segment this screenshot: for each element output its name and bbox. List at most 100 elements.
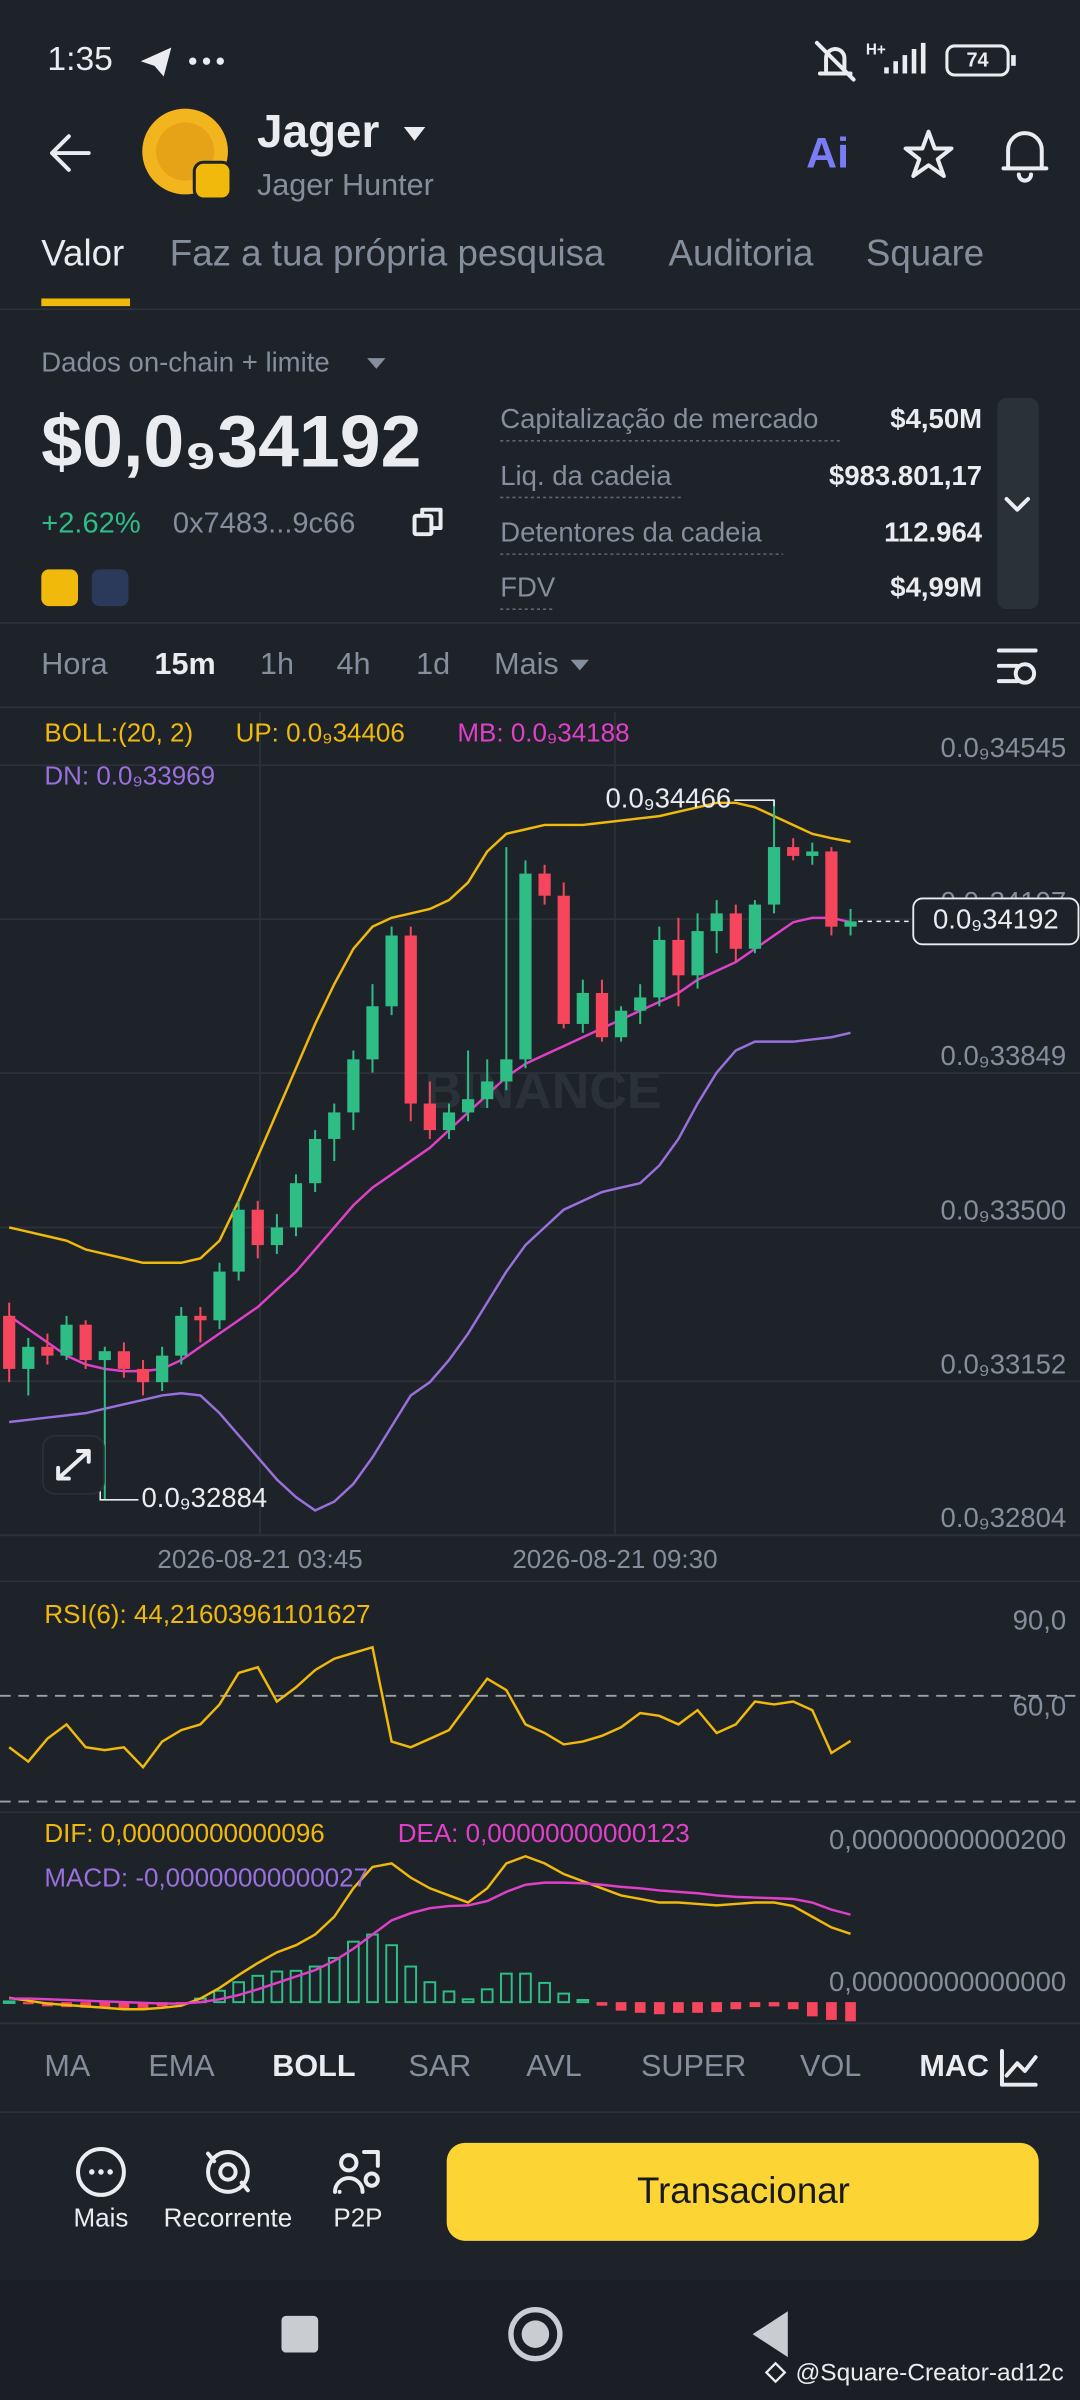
y-tick-label: 0,00000000000200	[829, 1824, 1066, 1855]
candle-body	[385, 935, 398, 1007]
macd-bar	[576, 1998, 590, 2004]
high-marker-line	[734, 799, 775, 807]
y-tick-label: 0.0₉34545	[941, 732, 1067, 763]
indicator-settings[interactable]	[999, 2049, 1038, 2087]
trade-button[interactable]	[446, 2142, 1039, 2241]
recurring-action[interactable]: Recorrente	[164, 2150, 293, 2232]
timeframe[interactable]: Hora	[41, 647, 108, 681]
action-label: P2P	[333, 2202, 382, 2232]
nav-recents[interactable]	[281, 2315, 319, 2353]
more-dropdown[interactable]	[570, 659, 589, 671]
token-dropdown[interactable]	[403, 127, 426, 141]
indicator-tab[interactable]: EMA	[148, 2049, 215, 2083]
mute-icon	[814, 40, 856, 82]
tab[interactable]: Faz a tua própria pesquisa	[170, 232, 605, 273]
action-label: Mais	[74, 2202, 129, 2232]
meme-badge	[91, 569, 129, 607]
timeframe[interactable]: Mais	[494, 647, 559, 681]
rsi-chart: 90,0 60,0	[0, 1605, 1080, 1803]
more-action[interactable]: Mais	[74, 2146, 129, 2232]
candle-body	[41, 1346, 54, 1356]
bnb-badge	[41, 569, 79, 607]
more-dots	[189, 57, 224, 65]
signal-icon	[884, 42, 926, 74]
candle-body	[595, 993, 609, 1038]
indicator-tab[interactable]: VOL	[800, 2049, 861, 2083]
y-tick-label: 0.0₉33152	[941, 1348, 1067, 1379]
timeframe[interactable]: 1h	[260, 647, 294, 681]
tab[interactable]: Square	[866, 232, 984, 273]
chart-watermark: BINANCE	[425, 1062, 662, 1120]
timeframe[interactable]: 1d	[416, 647, 450, 681]
copy-button[interactable]	[412, 507, 443, 537]
candle-body	[481, 1081, 494, 1100]
p2p-action[interactable]: P2P	[333, 2150, 383, 2232]
tab[interactable]: Auditoria	[668, 232, 813, 273]
candle-body	[213, 1271, 226, 1321]
timeframe[interactable]: 4h	[337, 647, 371, 681]
timeframe[interactable]: 15m	[155, 647, 216, 681]
expand-stats[interactable]	[997, 397, 1039, 610]
macd-bar	[442, 1990, 456, 2004]
macd-line	[8, 1854, 851, 2011]
macd-bar	[327, 1957, 341, 2004]
stat-value: $983.801,17	[829, 460, 982, 491]
chart-settings[interactable]	[996, 648, 1038, 685]
macd-bar	[692, 2002, 703, 2013]
candle-body	[748, 904, 762, 949]
candle-body	[60, 1324, 73, 1356]
macd-bar	[347, 1940, 360, 2004]
favorite-button[interactable]	[903, 129, 954, 179]
indicator-tab[interactable]: BOLL	[272, 2049, 355, 2083]
alert-button[interactable]	[1001, 131, 1049, 183]
stat-label: Liq. da cadeia	[500, 460, 672, 491]
source-dropdown[interactable]	[367, 358, 386, 369]
stat-value: 112.964	[884, 516, 983, 547]
tab[interactable]: Valor	[41, 232, 124, 273]
candle-body	[3, 1315, 16, 1369]
nav-home[interactable]	[508, 2307, 563, 2362]
token-name[interactable]: Jager	[257, 105, 380, 157]
macd-bar	[385, 1944, 398, 2004]
macd-bar	[711, 2002, 723, 2013]
macd-bar	[270, 1970, 284, 2004]
macd-bar	[80, 2002, 92, 2008]
candle-body	[289, 1183, 303, 1228]
indicator-tab[interactable]: AVL	[526, 2049, 582, 2083]
back-button[interactable]	[50, 134, 91, 172]
high-marker-label: 0.0₉34466	[606, 782, 732, 813]
price-chart: BINANCE 0.0₉345450.0₉341970.0₉338490.0₉3…	[0, 711, 1080, 1537]
candle-body	[691, 931, 704, 976]
candle-body	[729, 913, 742, 949]
indicator-tab[interactable]: SUPER	[641, 2049, 746, 2083]
macd-chart: 0,00000000000200 0,00000000000000	[2, 1824, 1066, 2022]
macd-bar	[749, 2002, 761, 2008]
fullscreen-button[interactable]	[42, 1434, 105, 1495]
candle-body	[156, 1355, 169, 1383]
candle-body	[844, 921, 857, 927]
candle-body	[366, 1006, 379, 1060]
macd-bar	[519, 1972, 532, 2004]
nav-back[interactable]	[752, 2311, 788, 2358]
legend-entry: UP: 0.0₉34406	[236, 718, 405, 748]
indicator-tab[interactable]: MAC	[919, 2049, 989, 2083]
data-source[interactable]: Dados on-chain + limite	[41, 347, 329, 378]
y-tick-label: 60,0	[1013, 1690, 1067, 1721]
candle-body	[461, 1099, 475, 1113]
candle-body	[136, 1368, 150, 1383]
ai-button[interactable]: Ai	[806, 129, 849, 177]
macd-bar	[289, 1969, 303, 2004]
macd-bar	[730, 2002, 742, 2010]
legend-entry: DN: 0.0₉33969	[44, 760, 215, 790]
candle-body	[519, 873, 532, 1060]
nav-home-dot	[521, 2320, 550, 2348]
macd-bar	[404, 1965, 418, 2004]
rsi-line	[8, 1645, 852, 1770]
indicator-tab[interactable]: SAR	[408, 2049, 471, 2083]
indicator-tab[interactable]: MA	[44, 2049, 90, 2083]
candle-body	[328, 1112, 341, 1139]
stat-label: Capitalização de mercado	[500, 403, 818, 434]
macd-bar	[806, 2002, 818, 2017]
candle-body	[270, 1227, 284, 1246]
